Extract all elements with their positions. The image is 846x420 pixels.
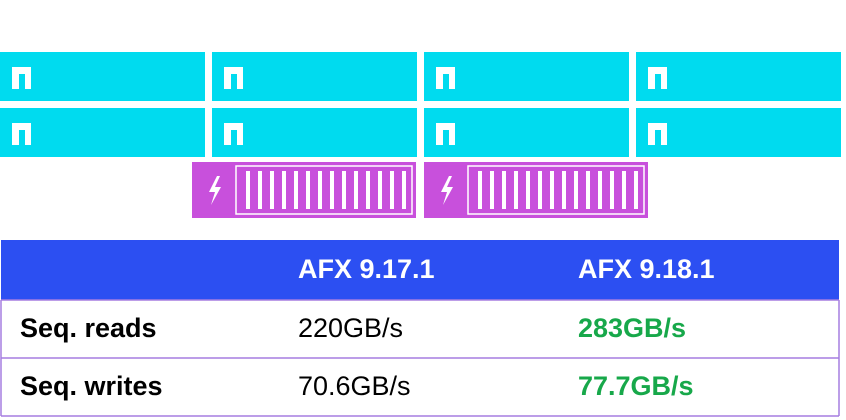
slot [294,171,298,209]
slot [610,171,614,209]
slot [538,171,542,209]
slot [574,171,578,209]
slot [634,171,638,209]
cell-highlight: 77.7GB/s [578,371,694,401]
slot [330,171,334,209]
slot [526,171,530,209]
cell: 70.6GB/s [298,371,411,401]
drive-icon [12,123,31,145]
slot [246,171,250,209]
slot [354,171,358,209]
slot [514,171,518,209]
drive-block [0,52,205,101]
controller-block [192,162,416,218]
drive-block [212,108,417,157]
slot [622,171,626,209]
slot [366,171,370,209]
drive-block [0,108,205,157]
drive-block [636,108,841,157]
slot [378,171,382,209]
drive-block [636,52,841,101]
storage-diagram [0,52,841,218]
slot [342,171,346,209]
drive-icon [648,123,667,145]
slot [490,171,494,209]
slot [598,171,602,209]
drive-icon [648,67,667,89]
slot [562,171,566,209]
table-header [1,240,839,300]
slot [502,171,506,209]
bolt-icon [209,176,221,205]
drive-icon [436,67,455,89]
drive-icon [224,123,243,145]
slot [306,171,310,209]
drive-icon [224,67,243,89]
header-cell: AFX 9.18.1 [578,254,715,284]
slot [258,171,262,209]
row-label: Seq. writes [20,371,163,401]
slot-frame [467,165,645,215]
cell-highlight: 283GB/s [578,313,686,343]
slot [550,171,554,209]
slot [402,171,406,209]
drive-block [424,108,629,157]
header-cell: AFX 9.17.1 [298,254,435,284]
slot [270,171,274,209]
slot-frame [235,165,413,215]
drive-block [424,52,629,101]
slot [390,171,394,209]
slot [586,171,590,209]
drive-block [212,52,417,101]
slot [318,171,322,209]
cell: 220GB/s [298,313,403,343]
drive-icon [12,67,31,89]
drive-icon [436,123,455,145]
controller-block [424,162,648,218]
slot [282,171,286,209]
row-label: Seq. reads [20,313,157,343]
slot [478,171,482,209]
bolt-icon [441,176,453,205]
